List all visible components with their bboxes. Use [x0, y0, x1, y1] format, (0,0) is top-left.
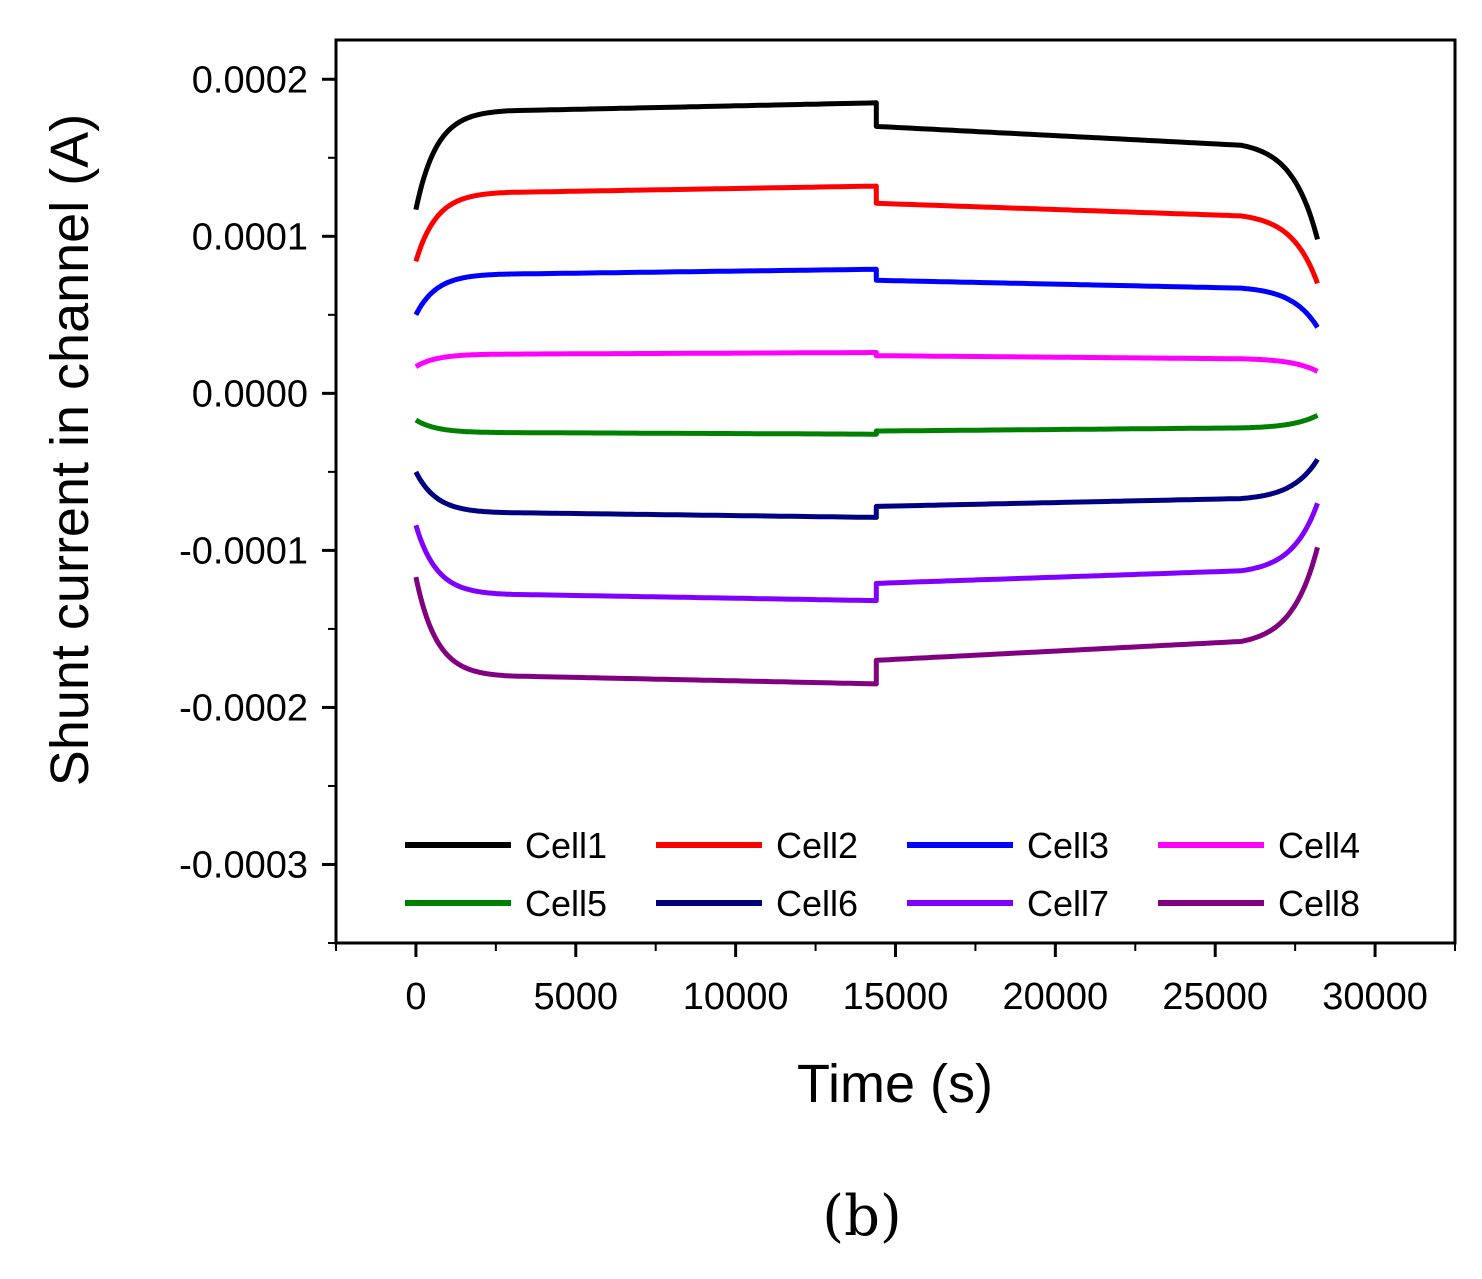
- series-lines: [413, 100, 1320, 687]
- y-tick-label: -0.0003: [179, 844, 308, 886]
- series-line-cell4: [414, 350, 1319, 374]
- x-tick-label: 0: [405, 976, 426, 1018]
- legend-label-cell5: Cell5: [525, 883, 607, 924]
- plot-frame: [334, 38, 1457, 945]
- panel-label: (b): [822, 1184, 902, 1249]
- series-line-cell6: [413, 457, 1320, 520]
- y-axis-ticks: 0.0002 0.0001 0.0000 -0.0001 -0.0002 -0.0003: [179, 59, 336, 944]
- x-tick-label: 30000: [1322, 976, 1428, 1018]
- legend-label-cell8: Cell8: [1278, 883, 1360, 924]
- y-axis-title: Shunt current in channel (A): [40, 114, 100, 786]
- x-tick-label: 15000: [843, 976, 949, 1018]
- x-tick-label: 5000: [534, 976, 619, 1018]
- series-line-cell7: [413, 502, 1320, 604]
- series-line-cell1: [413, 100, 1320, 241]
- y-tick-label: -0.0001: [179, 530, 308, 572]
- series-line-cell5: [414, 413, 1319, 437]
- series-line-cell2: [413, 183, 1320, 285]
- x-tick-label: 20000: [1003, 976, 1109, 1018]
- y-tick-label: 0.0001: [192, 216, 308, 258]
- y-tick-label: -0.0002: [179, 687, 308, 729]
- legend-label-cell6: Cell6: [776, 883, 858, 924]
- legend: Cell1 Cell2 Cell3 Cell4 Cell5 Cell6 Cell7 Cell8: [405, 825, 1360, 924]
- x-tick-label: 10000: [683, 976, 789, 1018]
- legend-label-cell7: Cell7: [1027, 883, 1109, 924]
- series-line-cell3: [413, 266, 1320, 329]
- legend-label-cell1: Cell1: [525, 825, 607, 866]
- x-axis-ticks: 0 5000 10000 15000 20000 25000 30000: [335, 943, 1456, 1018]
- legend-label-cell3: Cell3: [1027, 825, 1109, 866]
- legend-label-cell4: Cell4: [1278, 825, 1360, 866]
- series-line-cell8: [413, 546, 1320, 687]
- x-tick-label: 25000: [1162, 976, 1268, 1018]
- y-tick-label: 0.0002: [192, 59, 308, 101]
- y-tick-label: 0.0000: [192, 373, 308, 415]
- legend-label-cell2: Cell2: [776, 825, 858, 866]
- x-axis-title: Time (s): [797, 1054, 993, 1114]
